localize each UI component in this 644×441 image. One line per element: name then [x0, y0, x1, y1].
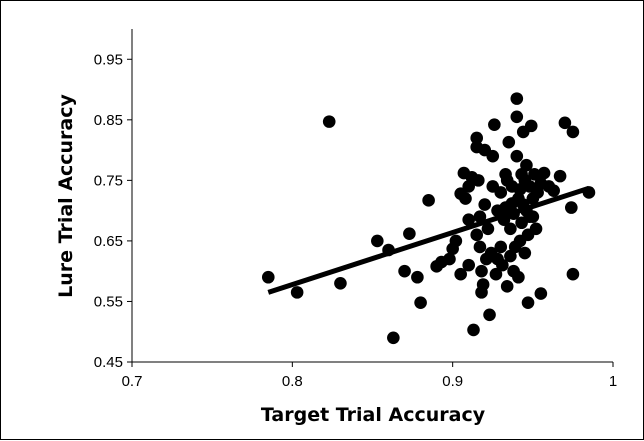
data-point — [494, 240, 508, 254]
data-point — [459, 192, 472, 205]
data-point — [470, 228, 484, 242]
data-point — [443, 252, 456, 266]
data-point — [483, 308, 496, 322]
data-point — [454, 267, 467, 281]
data-point — [500, 280, 514, 293]
data-point — [534, 287, 548, 300]
data-point — [481, 222, 495, 236]
data-point — [478, 198, 492, 211]
data-points — [261, 92, 596, 345]
y-tick-label: 0.55 — [94, 293, 123, 310]
data-point — [489, 267, 503, 281]
data-point — [558, 116, 572, 130]
x-tick-label: 1 — [609, 373, 617, 390]
data-point — [526, 210, 540, 223]
data-point — [566, 125, 580, 139]
data-point — [414, 296, 427, 309]
y-tick-label: 0.65 — [94, 233, 123, 250]
data-point — [553, 169, 567, 183]
data-point — [510, 92, 524, 105]
data-point — [524, 119, 538, 133]
data-point — [462, 213, 476, 227]
x-axis-title: Target Trial Accuracy — [261, 404, 486, 426]
data-point — [491, 252, 504, 266]
data-point — [528, 168, 541, 181]
y-axis-title: Lure Trial Accuracy — [55, 93, 77, 297]
trendline — [267, 185, 590, 295]
x-tick-label: 0.8 — [282, 373, 303, 390]
data-point — [473, 240, 487, 254]
y-tick-label: 0.45 — [94, 354, 123, 371]
data-point — [449, 234, 463, 248]
data-point — [566, 267, 580, 281]
data-point — [398, 264, 411, 278]
data-point — [494, 186, 508, 199]
data-point — [462, 258, 476, 272]
ticks: 0.7 0.8 0.9 1 0.45 0.55 0.65 0.75 0.85 0.95 — [94, 51, 617, 390]
y-tick-label: 0.95 — [94, 51, 123, 68]
x-tick-label: 0.7 — [122, 373, 143, 390]
data-point — [547, 184, 560, 197]
data-point — [510, 110, 524, 124]
data-point — [521, 296, 535, 309]
data-point — [518, 246, 532, 260]
data-point — [467, 323, 480, 337]
data-point — [473, 210, 487, 223]
data-point — [502, 135, 516, 149]
data-point — [513, 183, 527, 196]
y-tick-label: 0.75 — [94, 172, 123, 189]
data-point — [512, 270, 525, 284]
trendline-group — [267, 185, 590, 295]
data-point — [505, 197, 519, 210]
data-point — [565, 201, 578, 214]
data-point — [387, 331, 400, 345]
x-tick-label: 0.9 — [442, 373, 463, 390]
data-point — [537, 166, 551, 180]
data-point — [334, 276, 347, 290]
data-point — [261, 270, 275, 284]
data-point — [486, 149, 500, 163]
data-point — [510, 149, 524, 163]
data-point — [290, 286, 304, 299]
data-point — [520, 158, 533, 172]
data-point — [371, 234, 384, 248]
data-point — [470, 131, 484, 145]
data-point — [472, 174, 485, 187]
data-point — [534, 177, 548, 190]
data-point — [322, 115, 336, 128]
data-point — [504, 222, 517, 236]
data-point — [529, 222, 543, 236]
data-point — [488, 118, 501, 131]
data-point — [422, 194, 435, 207]
y-tick-label: 0.85 — [94, 112, 123, 129]
data-point — [411, 270, 424, 284]
data-point — [475, 264, 488, 278]
data-point — [476, 278, 490, 291]
axes — [131, 29, 613, 363]
data-point — [403, 227, 416, 240]
